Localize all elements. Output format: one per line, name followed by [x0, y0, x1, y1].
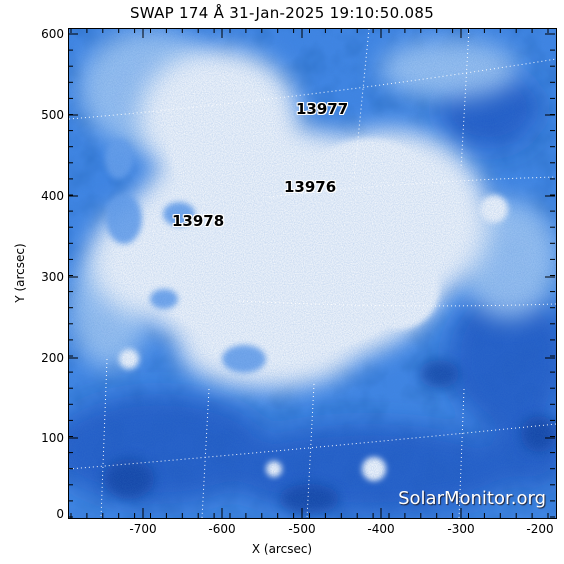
y-axis-label: Y (arcsec) — [13, 243, 27, 303]
x-tick-label: -700 — [129, 522, 157, 536]
solar-image-panel — [68, 28, 557, 519]
active-region-label: 13977 — [296, 100, 349, 118]
solar-euv-image — [69, 29, 556, 518]
y-tick-label: 400 — [41, 189, 64, 203]
x-tick-label: -200 — [526, 522, 554, 536]
x-tick-label: -400 — [367, 522, 395, 536]
y-tick-label: 0 — [56, 507, 64, 521]
y-tick-label: 100 — [41, 431, 64, 445]
x-axis-label: X (arcsec) — [251, 542, 313, 556]
active-region-label: 13976 — [284, 178, 337, 196]
plot-title: SWAP 174 Å 31-Jan-2025 19:10:50.085 — [129, 4, 435, 22]
y-tick-label: 600 — [41, 27, 64, 41]
y-tick-label: 500 — [41, 108, 64, 122]
watermark: SolarMonitor.org — [398, 488, 546, 509]
y-tick-label: 200 — [41, 351, 64, 365]
y-tick-label: 300 — [41, 270, 64, 284]
active-region-label: 13978 — [172, 212, 225, 230]
x-tick-label: -500 — [288, 522, 316, 536]
x-tick-label: -600 — [208, 522, 236, 536]
x-tick-label: -300 — [447, 522, 475, 536]
